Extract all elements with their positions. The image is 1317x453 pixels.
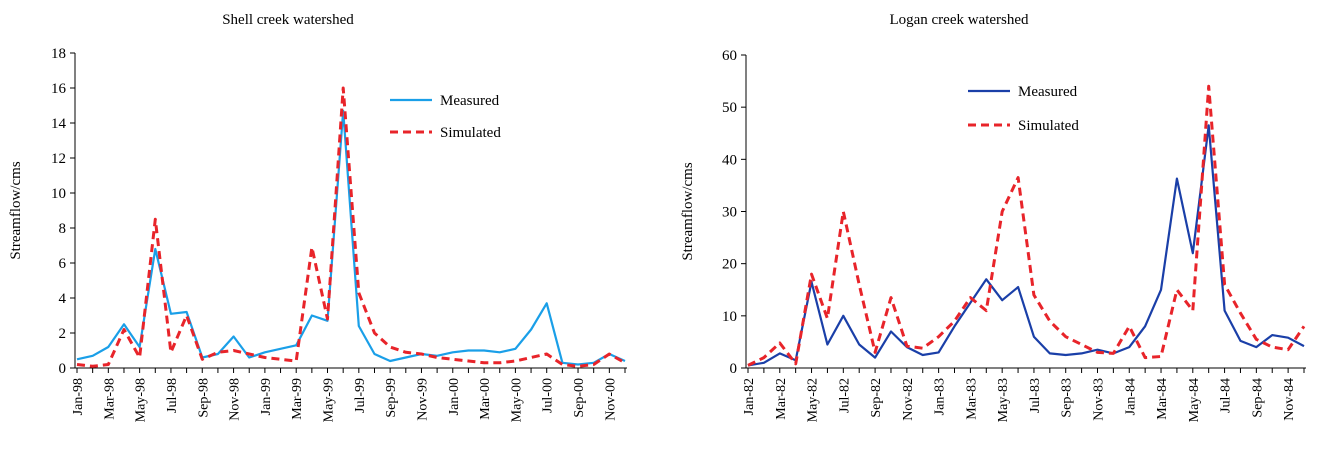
y-tick-label: 50 <box>722 100 737 116</box>
chart-title: Logan creek watershed <box>889 12 1029 28</box>
legend-label-measured: Measured <box>440 93 500 109</box>
series-line-simulated <box>76 86 626 368</box>
x-tick-label: Sep-83 <box>1060 378 1075 418</box>
chart-panel-logan: Logan creek watershed 0 10 20 30 40 50 60 Jan-8… <box>670 0 1317 453</box>
x-tick-label: May-99 <box>322 378 337 422</box>
y-tick-label: 20 <box>722 257 737 273</box>
series-line-simulated <box>747 84 1306 367</box>
y-tick-label: 6 <box>59 256 67 272</box>
y-tick-label: 0 <box>59 361 67 377</box>
x-tick-label: Mar-98 <box>102 378 117 420</box>
y-tick-label: 4 <box>59 291 67 307</box>
y-tick-label: 40 <box>722 152 737 168</box>
legend-label-measured: Measured <box>1018 84 1078 100</box>
y-tick-label: 8 <box>59 221 67 237</box>
x-tick-label: May-84 <box>1187 378 1202 422</box>
series-line-measured <box>76 109 626 366</box>
x-tick-label: May-00 <box>509 378 524 422</box>
y-tick-label: 14 <box>51 116 67 132</box>
y-tick-label: 10 <box>722 309 737 325</box>
x-tick-label: Nov-00 <box>603 378 618 421</box>
x-tick-label: Jul-82 <box>837 378 852 413</box>
x-tick-label: Jan-82 <box>742 378 757 415</box>
x-tick-label: Jul-83 <box>1028 378 1043 413</box>
x-tick-label: Jan-99 <box>259 378 274 415</box>
x-tick-label: Jan-83 <box>933 378 948 415</box>
y-tick-label: 12 <box>51 151 66 167</box>
y-tick-label: 10 <box>51 186 66 202</box>
x-tick-label: Sep-00 <box>572 378 587 418</box>
x-tick-label: Jan-98 <box>71 378 86 415</box>
x-tick-label: Jul-98 <box>165 378 180 413</box>
x-tick-label: Mar-00 <box>478 378 493 420</box>
x-tick-label: Mar-82 <box>774 378 789 420</box>
shell-creek-chart: 0 2 4 6 8 10 12 14 16 18 Jan-98 Mar-98 May-98 Jul-98 S… <box>8 46 627 422</box>
x-tick-label: Mar-84 <box>1155 378 1170 420</box>
x-tick-label: Jan-00 <box>447 378 462 415</box>
y-axis-label: Streamflow/cms <box>680 162 696 260</box>
x-tick-label: Nov-82 <box>901 378 916 421</box>
x-tick-label: May-83 <box>996 378 1011 422</box>
legend-label-simulated: Simulated <box>1018 118 1079 134</box>
x-tick-label: Sep-99 <box>384 378 399 418</box>
x-tick-label: May-82 <box>806 378 821 422</box>
x-tick-label: Jul-99 <box>353 378 368 413</box>
x-tick-label: Sep-82 <box>869 378 884 418</box>
y-tick-label: 18 <box>51 46 66 62</box>
logan-creek-chart: 0 10 20 30 40 50 60 Jan-82 Mar-82 May-82 Jul-82 Sep… <box>680 48 1306 422</box>
x-tick-label: Sep-98 <box>196 378 211 418</box>
chart-title: Shell creek watershed <box>222 12 354 28</box>
y-tick-label: 0 <box>730 361 738 377</box>
y-tick-label: 60 <box>722 48 737 64</box>
x-tick-label: Nov-98 <box>228 378 243 421</box>
series-line-measured <box>747 124 1305 367</box>
x-tick-label: Jul-00 <box>541 378 556 413</box>
x-tick-label: Jan-84 <box>1123 378 1138 415</box>
y-axis-label: Streamflow/cms <box>8 161 24 259</box>
x-tick-label: Jul-84 <box>1219 378 1234 413</box>
x-tick-label: Nov-99 <box>415 378 430 421</box>
x-tick-label: May-98 <box>134 378 149 422</box>
y-tick-label: 30 <box>722 205 737 221</box>
x-tick-label: Mar-99 <box>290 378 305 420</box>
y-tick-label: 16 <box>51 81 67 97</box>
x-tick-label: Mar-83 <box>964 378 979 420</box>
x-tick-label: Sep-84 <box>1250 378 1265 418</box>
legend-label-simulated: Simulated <box>440 125 501 141</box>
x-tick-label: Nov-83 <box>1091 378 1106 421</box>
x-tick-label: Nov-84 <box>1282 378 1297 421</box>
chart-panel-shell: Shell creek watershed 0 2 4 6 8 10 12 14 16 18 Jan… <box>0 0 650 453</box>
y-tick-label: 2 <box>59 326 67 342</box>
